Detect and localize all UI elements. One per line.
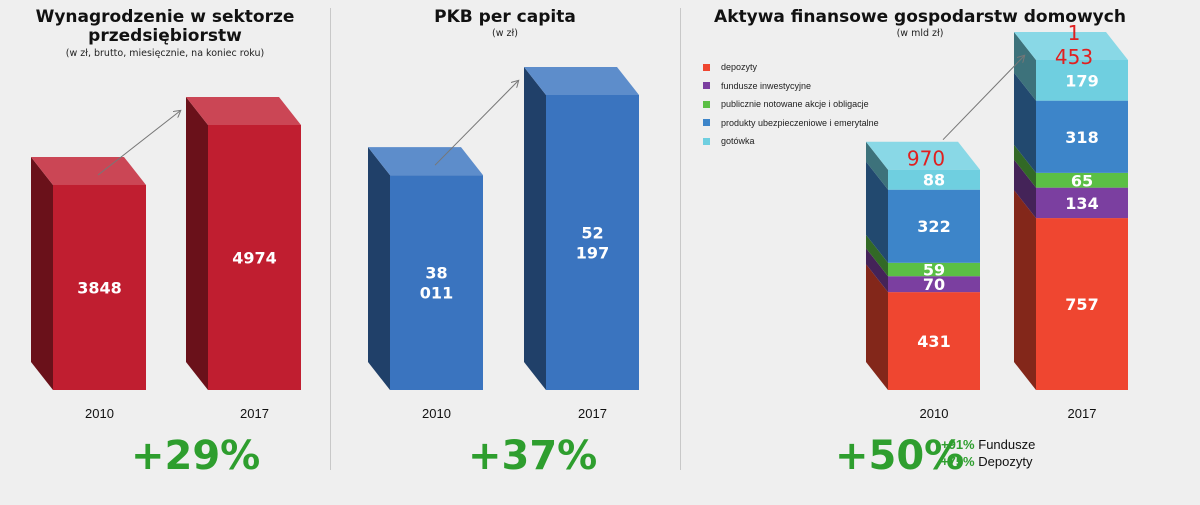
panel-pkb: PKB per capita (w zł) +37% [330, 0, 680, 505]
segment-2017-top [1014, 32, 1128, 60]
legend-swatch [703, 137, 710, 145]
chart-subtitle: (w zł, brutto, miesięcznie, na koniec ro… [65, 48, 265, 59]
segment-2010-side [866, 234, 888, 277]
growth-arrow [97, 111, 180, 176]
segment-2010-side [866, 248, 888, 293]
growth-percent: +50% [835, 433, 965, 479]
data-label: 3848 [77, 278, 122, 297]
data-label: 52 [581, 224, 603, 243]
segment-2017-side [1014, 72, 1036, 173]
bar-2010-side [368, 147, 390, 390]
segment-2010-side [866, 161, 888, 263]
data-label: 38 [425, 264, 447, 283]
divider [330, 8, 331, 470]
x-tick-label: 2017 [240, 406, 269, 421]
bar-2017 [546, 95, 639, 390]
legend-label: fundusze inwestycyjne [721, 80, 812, 91]
segment-2010 [888, 276, 980, 293]
legend-item: fundusze inwestycyjne [703, 77, 879, 96]
segment-2010 [888, 292, 980, 390]
segment-2017 [1036, 218, 1128, 390]
data-label: 4974 [232, 249, 277, 268]
note-depozyty-pct: +75% [941, 454, 975, 469]
data-label: 322 [917, 217, 950, 236]
segment-2010 [888, 262, 980, 277]
segment-2017-side [1014, 190, 1036, 390]
bar-2017-top [524, 67, 639, 95]
x-tick-label: 2017 [1068, 406, 1097, 421]
segment-2017 [1036, 187, 1128, 219]
segment-2010-side [866, 141, 888, 190]
data-label: 88 [923, 171, 945, 190]
legend-swatch [703, 100, 710, 108]
bar-2017 [208, 125, 301, 390]
segment-2010 [888, 189, 980, 263]
growth-arrow [434, 81, 518, 166]
legend-item: gotówka [703, 132, 879, 151]
segment-2017-side [1014, 159, 1036, 219]
x-tick-label: 2010 [920, 406, 949, 421]
bar-2010-top [31, 156, 146, 185]
chart-subtitle: (w zł) [492, 28, 518, 39]
segment-2017 [1036, 60, 1128, 101]
data-label: 431 [917, 332, 950, 351]
x-tick-label: 2017 [578, 406, 607, 421]
legend-item: depozyty [703, 58, 879, 77]
data-label: 70 [923, 275, 945, 294]
segment-2017 [1036, 100, 1128, 173]
note-depozyty-label: Depozyty [978, 454, 1033, 469]
legend-label: depozyty [721, 62, 758, 73]
note-depozyty: +75% Depozyty [941, 454, 1032, 470]
data-label: 65 [1071, 171, 1093, 190]
legend: depozyty fundusze inwestycyjne publicznie … [703, 58, 879, 151]
data-label: 318 [1065, 128, 1098, 147]
legend-swatch [703, 119, 710, 127]
bar-2017-side [524, 67, 546, 390]
note-fundusze-pct: +91% [941, 437, 975, 452]
data-label: 011 [420, 284, 453, 303]
bar-2010 [53, 184, 146, 390]
bar-2010-side [31, 156, 53, 390]
legend-item: publicznie notowane akcje i obligacje [703, 95, 879, 114]
note-fundusze: +91% Fundusze [941, 437, 1035, 453]
bar-2010-top [368, 147, 483, 176]
growth-percent: +29% [131, 433, 261, 479]
data-label: 134 [1065, 194, 1098, 213]
total-label: 453 [1055, 45, 1093, 69]
total-label: 970 [907, 147, 945, 171]
segment-2017 [1036, 172, 1128, 188]
divider [680, 8, 681, 470]
chart-title: Wynagrodzenie w sektorze przedsiębiorstw [35, 7, 295, 46]
legend-label: publicznie notowane akcje i obligacje [721, 99, 869, 110]
legend-item: produkty ubezpieczeniowe i emerytalne [703, 114, 879, 133]
chart-title: Aktywa finansowe gospodarstw domowych [714, 7, 1126, 27]
growth-percent: +37% [468, 433, 598, 479]
segment-2017-side [1014, 32, 1036, 101]
segment-2010-top [866, 141, 980, 170]
data-label: 197 [576, 244, 609, 263]
chart-subtitle: (w mld zł) [896, 28, 944, 39]
segment-2017-side [1014, 144, 1036, 188]
bar-2017-side [186, 97, 208, 390]
total-label: 1 [1068, 21, 1081, 45]
data-label: 757 [1065, 295, 1098, 314]
x-tick-label: 2010 [422, 406, 451, 421]
bar-2017-top [186, 97, 301, 125]
chart-title: PKB per capita [434, 7, 576, 27]
panel-aktywa: Aktywa finansowe gospodarstw domowych (w… [680, 0, 1200, 505]
data-label: 179 [1065, 71, 1098, 90]
note-fundusze-label: Fundusze [978, 437, 1036, 452]
segment-2010-side [866, 264, 888, 390]
legend-label: gotówka [721, 136, 755, 147]
growth-arrow [942, 56, 1024, 141]
segment-2010 [888, 169, 980, 190]
data-label: 59 [923, 261, 945, 280]
legend-label: produkty ubezpieczeniowe i emerytalne [721, 117, 879, 128]
panel-wynagrodzenie: Wynagrodzenie w sektorze przedsiębiorstw… [0, 0, 330, 505]
bar-2010 [390, 175, 483, 390]
legend-swatch [703, 63, 710, 71]
x-tick-label: 2010 [85, 406, 114, 421]
legend-swatch [703, 82, 710, 90]
